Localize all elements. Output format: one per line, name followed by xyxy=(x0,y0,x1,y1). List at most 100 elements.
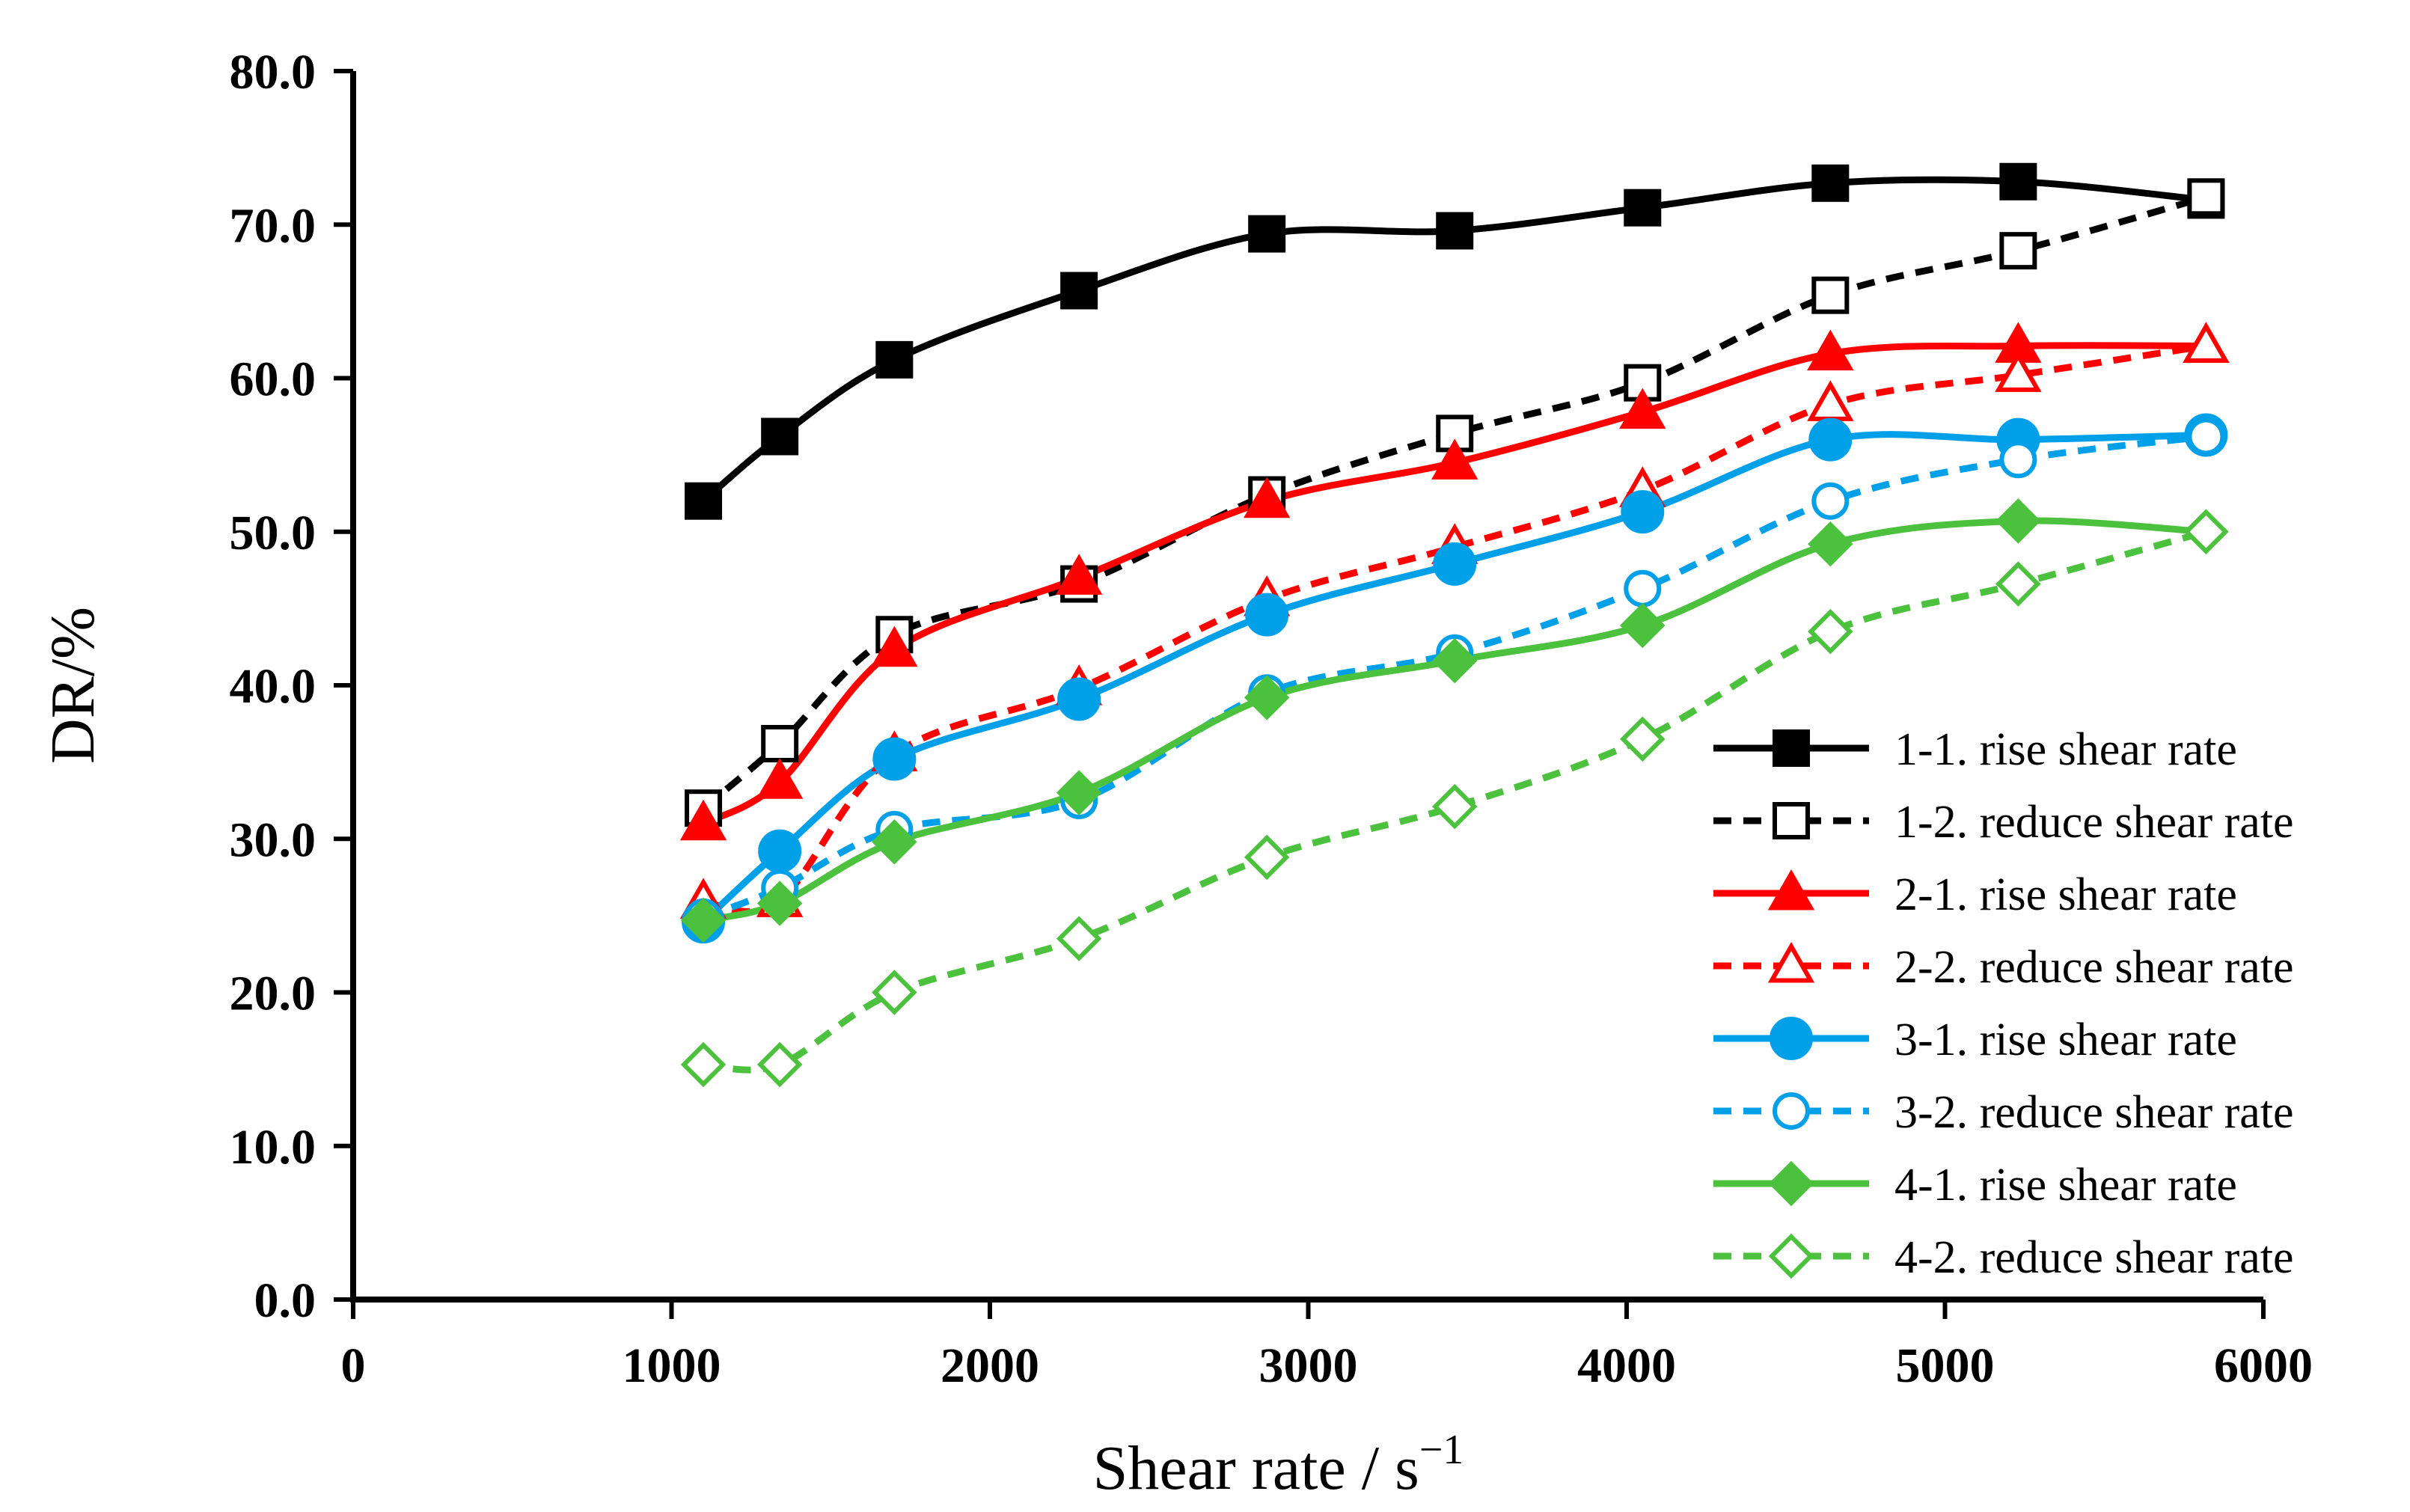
series-line-8 xyxy=(703,528,2207,1074)
data-point-s3-5 xyxy=(1244,477,1291,518)
plot-lines xyxy=(700,176,2207,1074)
data-point-s2-10 xyxy=(2187,178,2225,216)
legend-label-2: 1-2. reduce shear rate xyxy=(1894,797,2294,848)
data-point-s8-5 xyxy=(1244,834,1290,881)
y-tick-label: 0.0 xyxy=(254,1273,316,1328)
legend-marker-7 xyxy=(1768,1160,1814,1207)
legend-marker-3 xyxy=(1767,869,1815,910)
legend-label-8: 4-2. reduce shear rate xyxy=(1894,1232,2294,1283)
data-point-s7-5 xyxy=(1244,675,1290,720)
series-line-3 xyxy=(701,342,2206,827)
x-axis-title: Shear rate / s−1 xyxy=(1093,1427,1464,1503)
data-point-s2-9 xyxy=(1999,232,2037,270)
y-tick-label: 70.0 xyxy=(230,198,316,253)
x-tick-label: 5000 xyxy=(1896,1338,1995,1393)
x-tick-label: 3000 xyxy=(1259,1338,1358,1393)
data-point-s5-8 xyxy=(1808,417,1853,462)
legend-label-6: 3-2. reduce shear rate xyxy=(1894,1087,2294,1138)
x-tick-label: 1000 xyxy=(623,1338,721,1393)
data-point-s8-8 xyxy=(1808,608,1853,655)
data-point-s5-5 xyxy=(1245,593,1289,637)
legend-marker-2 xyxy=(1773,802,1810,839)
legend-marker-1 xyxy=(1773,729,1810,767)
legend-label-4: 2-2. reduce shear rate xyxy=(1894,942,2294,993)
data-point-s6-9 xyxy=(1999,441,2037,479)
data-point-s5-6 xyxy=(1433,542,1477,586)
x-tick-label: 2000 xyxy=(941,1338,1039,1393)
data-point-s3-6 xyxy=(1431,438,1478,480)
data-point-s7-6 xyxy=(1431,637,1478,684)
data-point-s3-4 xyxy=(1055,554,1103,595)
data-point-s8-2 xyxy=(756,1041,803,1088)
series-line-2 xyxy=(701,193,2207,811)
data-point-s3-1 xyxy=(679,799,727,841)
data-point-s7-2 xyxy=(756,881,803,926)
data-point-s5-3 xyxy=(872,737,917,781)
data-point-s3-8 xyxy=(1807,329,1854,371)
data-point-s7-3 xyxy=(872,819,917,865)
legend: 1-1. rise shear rate 1-2. reduce shear ra… xyxy=(1713,724,2294,1283)
data-point-s5-2 xyxy=(758,829,802,873)
legend-label-1: 1-1. rise shear rate xyxy=(1894,724,2237,775)
legend-marker-5 xyxy=(1770,1017,1813,1060)
y-tick-label: 80.0 xyxy=(230,45,316,100)
data-point-s1-1 xyxy=(685,482,723,520)
y-axis-title: DR/% xyxy=(38,607,108,764)
x-ticks: 0 1000 2000 3000 4000 5000 6000 xyxy=(341,1300,2313,1393)
x-tick-label: 4000 xyxy=(1577,1338,1676,1393)
data-point-s1-8 xyxy=(1811,164,1850,202)
series-line-1 xyxy=(701,176,2206,504)
series-line-5 xyxy=(700,431,2206,925)
x-axis-title-exponent: −1 xyxy=(1419,1427,1464,1473)
x-tick-label: 6000 xyxy=(2214,1338,2313,1393)
axes: 0 1000 2000 3000 4000 5000 6000 0.0 10.0 20.0 30.… xyxy=(230,45,2313,1393)
data-point-s6-8 xyxy=(1811,482,1850,520)
data-point-s2-2 xyxy=(761,724,799,762)
legend-marker-4 xyxy=(1767,941,1815,983)
y-tick-label: 20.0 xyxy=(230,967,316,1021)
series-line-4 xyxy=(703,342,2207,915)
data-point-s4-9 xyxy=(1995,351,2042,392)
y-tick-label: 60.0 xyxy=(230,352,316,407)
data-point-s8-1 xyxy=(680,1041,727,1088)
data-point-s4-10 xyxy=(2183,322,2230,363)
data-point-s5-4 xyxy=(1057,677,1101,721)
data-point-s2-8 xyxy=(1811,276,1850,314)
data-point-s3-2 xyxy=(756,758,804,799)
legend-label-5: 3-1. rise shear rate xyxy=(1894,1014,2237,1065)
legend-label-7: 4-1. rise shear rate xyxy=(1894,1160,2237,1210)
legend-marker-8 xyxy=(1768,1233,1814,1279)
data-point-s7-8 xyxy=(1808,521,1853,567)
data-point-s7-7 xyxy=(1620,602,1666,649)
data-point-s1-3 xyxy=(875,340,914,379)
data-point-s8-9 xyxy=(1995,561,2041,607)
data-point-s8-6 xyxy=(1431,783,1478,830)
data-point-s3-3 xyxy=(871,625,918,667)
x-axis-title-main: Shear rate / s xyxy=(1093,1433,1419,1503)
data-point-s7-9 xyxy=(1995,498,2041,544)
data-point-s1-6 xyxy=(1436,212,1474,250)
data-point-s3-7 xyxy=(1619,388,1666,429)
data-point-s8-4 xyxy=(1056,916,1102,961)
data-point-s6-10 xyxy=(2187,417,2225,456)
data-point-s1-9 xyxy=(1999,162,2037,201)
data-point-s7-1 xyxy=(680,897,727,943)
data-point-s6-7 xyxy=(1624,569,1662,607)
series-line-6 xyxy=(702,433,2206,921)
data-point-s5-7 xyxy=(1621,490,1665,534)
y-ticks: 0.0 10.0 20.0 30.0 40.0 50.0 60.0 70.0 80.0 xyxy=(230,45,353,1328)
y-tick-label: 30.0 xyxy=(230,812,316,867)
plot-markers xyxy=(679,162,2230,1088)
data-point-s1-7 xyxy=(1624,189,1662,227)
data-point-s7-4 xyxy=(1056,770,1102,815)
legend-marker-6 xyxy=(1773,1092,1810,1130)
data-point-s8-10 xyxy=(2183,509,2229,554)
data-point-s1-2 xyxy=(761,417,799,456)
data-point-s8-7 xyxy=(1620,716,1666,762)
y-tick-label: 40.0 xyxy=(230,659,316,714)
data-point-s1-4 xyxy=(1060,272,1098,310)
y-tick-label: 10.0 xyxy=(230,1120,316,1175)
y-tick-label: 50.0 xyxy=(230,506,316,560)
x-tick-label: 0 xyxy=(341,1338,366,1393)
